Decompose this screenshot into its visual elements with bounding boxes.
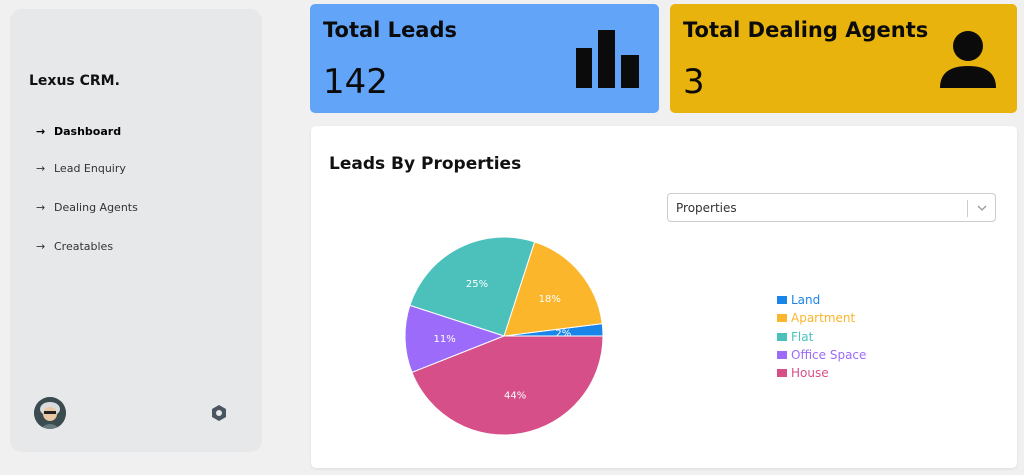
pie-label: 11% [434,334,456,345]
properties-select[interactable]: Properties [667,193,996,222]
arrow-right-icon: → [36,162,46,175]
arrow-right-icon: → [36,125,46,138]
select-divider [967,200,968,217]
legend-swatch [777,332,787,341]
arrow-right-icon: → [36,240,46,253]
legend-swatch [777,369,787,378]
leads-by-properties-panel: Leads By Properties Properties 2% 18% 25% 1… [311,126,1017,468]
arrow-right-icon: → [36,201,46,214]
pie-label: 44% [504,390,526,401]
pie-label: 25% [466,279,488,290]
pie-chart: 2% 18% 25% 11% 44% [404,236,604,436]
pie-slice-flat[interactable] [409,236,536,337]
legend-swatch [777,314,787,323]
legend-item[interactable]: Office Space [777,346,866,364]
brand-title: Lexus CRM. [29,73,120,89]
chevron-down-icon[interactable] [977,203,987,213]
total-leads-card: Total Leads 142 [310,4,659,113]
user-icon [940,31,996,88]
settings-icon[interactable] [210,404,228,422]
bar-chart-icon [576,30,639,88]
sidebar-item-label: Lead Enquiry [54,162,126,175]
sidebar-item-lead-enquiry[interactable]: → Lead Enquiry [36,162,126,175]
card-value: 3 [683,62,705,102]
legend-label: Flat [791,329,814,344]
sidebar-item-label: Dealing Agents [54,201,138,214]
avatar[interactable] [34,397,66,429]
legend-item[interactable]: Flat [777,328,866,346]
pie-slice-house[interactable] [411,335,604,436]
card-value: 142 [323,62,388,102]
select-value: Properties [676,201,737,215]
legend-item[interactable]: Apartment [777,309,866,327]
pie-slice-apartment[interactable] [503,241,603,337]
legend-label: Apartment [791,311,856,326]
sidebar: Lexus CRM. → Dashboard → Lead Enquiry → … [10,9,262,452]
legend-item[interactable]: Land [777,291,866,309]
sidebar-item-dashboard[interactable]: → Dashboard [36,125,121,138]
card-title: Total Leads [323,18,458,42]
sidebar-item-creatables[interactable]: → Creatables [36,240,113,253]
card-title: Total Dealing Agents [683,18,929,42]
legend-label: Land [791,293,821,308]
legend-item[interactable]: House [777,364,866,382]
pie-label: 18% [539,294,561,305]
pie-slice-office-space[interactable] [404,304,506,374]
panel-title: Leads By Properties [329,154,522,174]
sidebar-item-label: Creatables [54,240,114,253]
legend-label: Office Space [791,348,867,363]
sidebar-item-dealing-agents[interactable]: → Dealing Agents [36,201,138,214]
legend-swatch [777,296,787,305]
chart-legend: Land Apartment Flat Office Space House [777,291,866,382]
pie-label: 2% [555,328,571,339]
sidebar-item-label: Dashboard [54,125,122,138]
total-agents-card: Total Dealing Agents 3 [670,4,1017,113]
legend-swatch [777,351,787,360]
legend-label: House [791,366,829,381]
